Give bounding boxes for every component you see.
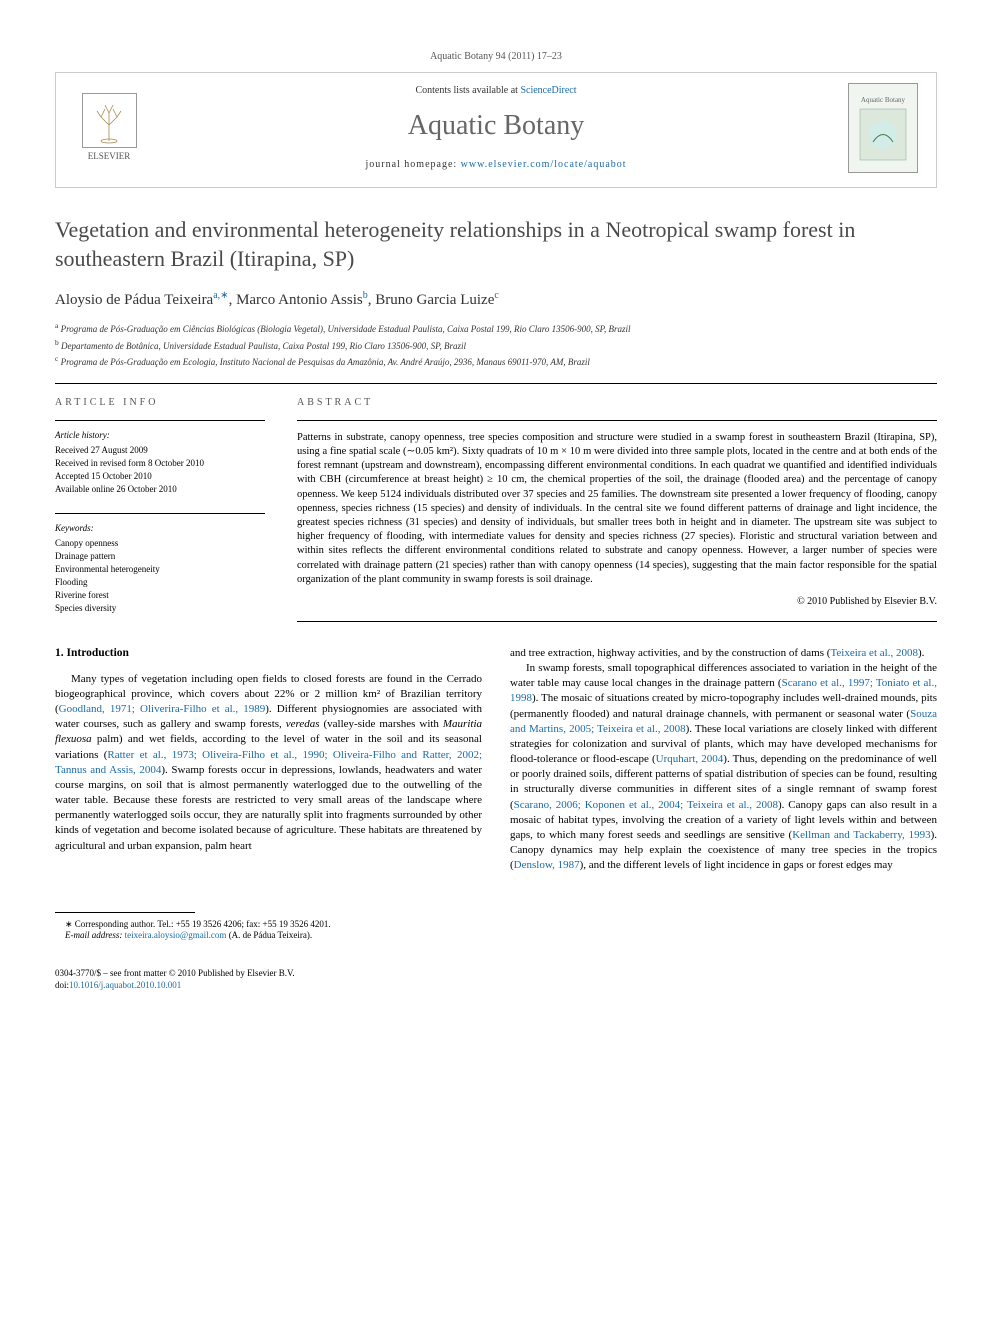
homepage-line: journal homepage: www.elsevier.com/locat… xyxy=(162,158,830,172)
affiliation-c: c Programa de Pós-Graduação em Ecologia,… xyxy=(55,354,937,369)
affiliation-a-text: Programa de Pós-Graduação em Ciências Bi… xyxy=(61,324,631,334)
italic-term: veredas xyxy=(286,718,320,730)
author-3-affil: c xyxy=(494,290,498,301)
page-footer: 0304-3770/$ – see front matter © 2010 Pu… xyxy=(55,968,937,991)
footnote-separator xyxy=(55,912,195,913)
keywords-list: Canopy openness Drainage pattern Environ… xyxy=(55,537,265,615)
author-3: , Bruno Garcia Luize xyxy=(368,292,495,308)
keyword-item: Species diversity xyxy=(55,602,265,614)
email-label: E-mail address: xyxy=(65,930,125,940)
citation-link[interactable]: Teixeira et al., 2008 xyxy=(830,647,918,659)
body-columns: 1. Introduction Many types of vegetation… xyxy=(55,646,937,942)
affiliation-a: a Programa de Pós-Graduação em Ciências … xyxy=(55,321,937,336)
journal-reference: Aquatic Botany 94 (2011) 17–23 xyxy=(55,50,937,64)
history-label: Article history: xyxy=(55,429,265,442)
journal-cover-thumb: Aquatic Botany xyxy=(848,83,918,173)
intro-paragraph-1: Many types of vegetation including open … xyxy=(55,672,482,854)
footer-copyright: 0304-3770/$ – see front matter © 2010 Pu… xyxy=(55,968,937,980)
citation-link[interactable]: Scarano, 2006; Koponen et al., 2004; Tei… xyxy=(514,799,778,811)
email-link[interactable]: teixeira.aloysio@gmail.com xyxy=(125,930,227,940)
email-footnote: E-mail address: teixeira.aloysio@gmail.c… xyxy=(55,930,482,942)
text-run: ). The mosaic of situations created by m… xyxy=(510,692,937,719)
text-run: ). Swamp forests occur in depressions, l… xyxy=(55,764,482,852)
journal-name: Aquatic Botany xyxy=(162,106,830,145)
homepage-prefix: journal homepage: xyxy=(365,159,460,170)
keyword-item: Flooding xyxy=(55,576,265,588)
abstract-column: abstract Patterns in substrate, canopy o… xyxy=(297,396,937,622)
keyword-item: Drainage pattern xyxy=(55,550,265,562)
article-title: Vegetation and environmental heterogenei… xyxy=(55,216,937,273)
citation-link[interactable]: Denslow, 1987 xyxy=(514,859,580,871)
abstract-heading: abstract xyxy=(297,396,937,410)
journal-header: ELSEVIER Contents lists available at Sci… xyxy=(55,72,937,188)
publisher-name: ELSEVIER xyxy=(88,150,131,163)
affiliation-b-text: Departamento de Botânica, Universidade E… xyxy=(61,341,466,351)
intro-paragraph-2: In swamp forests, small topographical di… xyxy=(510,661,937,873)
text-run: (valley-side marshes with xyxy=(320,718,443,730)
info-divider-1 xyxy=(55,420,265,421)
sciencedirect-link[interactable]: ScienceDirect xyxy=(520,85,576,96)
author-list: Aloysio de Pádua Teixeiraa,∗, Marco Anto… xyxy=(55,289,937,311)
keyword-item: Canopy openness xyxy=(55,537,265,549)
email-suffix: (A. de Pádua Teixeira). xyxy=(226,930,312,940)
article-info-column: article info Article history: Received 2… xyxy=(55,396,265,622)
page-container: Aquatic Botany 94 (2011) 17–23 ELSEVIER … xyxy=(0,0,992,1032)
abstract-divider-bottom xyxy=(297,621,937,622)
info-abstract-row: article info Article history: Received 2… xyxy=(55,396,937,622)
history-online: Available online 26 October 2010 xyxy=(55,483,265,495)
corresponding-asterisk: ∗ xyxy=(220,290,228,301)
body-column-left: 1. Introduction Many types of vegetation… xyxy=(55,646,482,942)
keyword-item: Riverine forest xyxy=(55,589,265,601)
author-1: Aloysio de Pádua Teixeira xyxy=(55,292,213,308)
elsevier-tree-icon xyxy=(82,93,137,148)
corresponding-author-footnote: ∗ Corresponding author. Tel.: +55 19 352… xyxy=(55,919,482,931)
author-2: , Marco Antonio Assis xyxy=(229,292,363,308)
homepage-link[interactable]: www.elsevier.com/locate/aquabot xyxy=(461,159,627,170)
body-column-right: and tree extraction, highway activities,… xyxy=(510,646,937,942)
contents-prefix: Contents lists available at xyxy=(415,85,520,96)
keyword-item: Environmental heterogeneity xyxy=(55,563,265,575)
keywords-label: Keywords: xyxy=(55,522,265,535)
contents-line: Contents lists available at ScienceDirec… xyxy=(162,84,830,98)
intro-paragraph-1-cont: and tree extraction, highway activities,… xyxy=(510,646,937,661)
info-divider-2 xyxy=(55,513,265,514)
abstract-text: Patterns in substrate, canopy openness, … xyxy=(297,431,937,587)
affiliation-c-text: Programa de Pós-Graduação em Ecologia, I… xyxy=(61,357,590,367)
citation-link[interactable]: Goodland, 1971; Oliverira-Filho et al., … xyxy=(59,703,266,715)
article-info-heading: article info xyxy=(55,396,265,410)
text-run: ). xyxy=(918,647,924,659)
abstract-copyright: © 2010 Published by Elsevier B.V. xyxy=(297,595,937,609)
header-center: Contents lists available at ScienceDirec… xyxy=(162,84,830,171)
affiliation-b: b Departamento de Botânica, Universidade… xyxy=(55,338,937,353)
citation-link[interactable]: Kellman and Tackaberry, 1993 xyxy=(792,829,930,841)
cover-title: Aquatic Botany xyxy=(859,94,907,108)
text-run: and tree extraction, highway activities,… xyxy=(510,647,830,659)
footer-doi: doi:10.1016/j.aquabot.2010.10.001 xyxy=(55,980,937,992)
doi-link[interactable]: 10.1016/j.aquabot.2010.10.001 xyxy=(69,980,181,990)
text-run: ), and the different levels of light inc… xyxy=(580,859,893,871)
section-1-heading: 1. Introduction xyxy=(55,646,482,662)
abstract-divider-top xyxy=(297,420,937,421)
doi-prefix: doi: xyxy=(55,980,69,990)
divider-top xyxy=(55,383,937,384)
history-revised: Received in revised form 8 October 2010 xyxy=(55,457,265,469)
history-received: Received 27 August 2009 xyxy=(55,444,265,456)
history-accepted: Accepted 15 October 2010 xyxy=(55,470,265,482)
citation-link[interactable]: Urquhart, 2004 xyxy=(656,753,724,765)
publisher-logo: ELSEVIER xyxy=(74,88,144,168)
